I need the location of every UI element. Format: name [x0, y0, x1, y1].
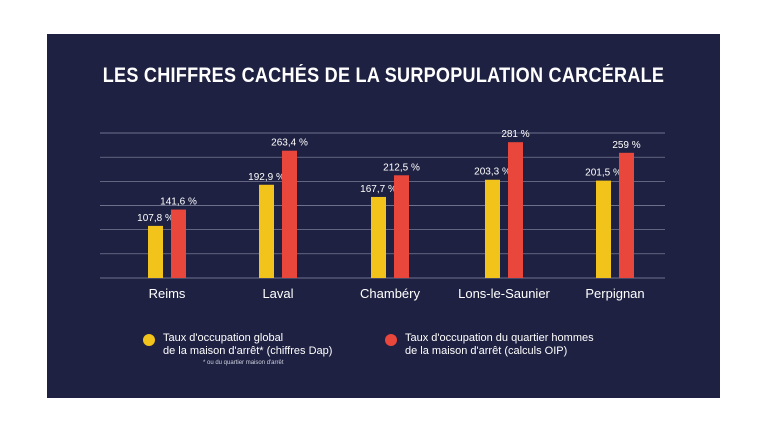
data-label: 281 % — [501, 129, 529, 140]
data-label: 203,3 % — [474, 167, 511, 178]
legend-item-global: Taux d'occupation global de la maison d'… — [143, 332, 332, 358]
legend-swatch-yellow — [143, 334, 155, 346]
bar-quartier-hommes — [619, 152, 634, 278]
data-label: 259 % — [612, 140, 640, 151]
legend-label-global: Taux d'occupation global de la maison d'… — [163, 332, 333, 357]
bar-global — [485, 179, 500, 278]
data-label: 167,7 % — [360, 184, 397, 195]
bar-global — [148, 225, 163, 278]
data-label: 107,8 % — [137, 213, 174, 224]
data-label: 141,6 % — [160, 197, 197, 208]
bar-chart: 107,8 % 192,9 % 167,7 % 203,3 % 201,5 % 141,6… — [100, 129, 665, 301]
bar-quartier-hommes — [282, 150, 297, 278]
data-label: 212,5 % — [383, 162, 420, 173]
category-label: Lons-le-Saunier — [458, 286, 550, 301]
bar-global — [596, 180, 611, 278]
bar-global — [371, 196, 386, 278]
bar-quartier-hommes — [171, 209, 186, 278]
bar-global — [259, 184, 274, 278]
bar-quartier-hommes — [508, 142, 523, 278]
category-label: Reims — [149, 286, 186, 301]
chart-panel: LES CHIFFRES CACHÉS DE LA SURPOPULATION … — [47, 34, 720, 398]
legend-label-quartier-hommes: Taux d'occupation du quartier hommes de … — [405, 332, 594, 357]
footnote: * ou du quartier maison d'arrêt — [203, 360, 284, 366]
bar-quartier-hommes — [394, 175, 409, 278]
data-label: 201,5 % — [585, 168, 622, 179]
category-label: Laval — [262, 286, 293, 301]
legend-swatch-red — [385, 334, 397, 346]
chart-title: LES CHIFFRES CACHÉS DE LA SURPOPULATION … — [102, 64, 665, 87]
data-label: 192,9 % — [248, 172, 285, 183]
legend-item-quartier-hommes: Taux d'occupation du quartier hommes de … — [385, 332, 594, 358]
category-label: Perpignan — [585, 286, 644, 301]
data-label: 263,4 % — [271, 138, 308, 149]
category-label: Chambéry — [360, 286, 420, 301]
